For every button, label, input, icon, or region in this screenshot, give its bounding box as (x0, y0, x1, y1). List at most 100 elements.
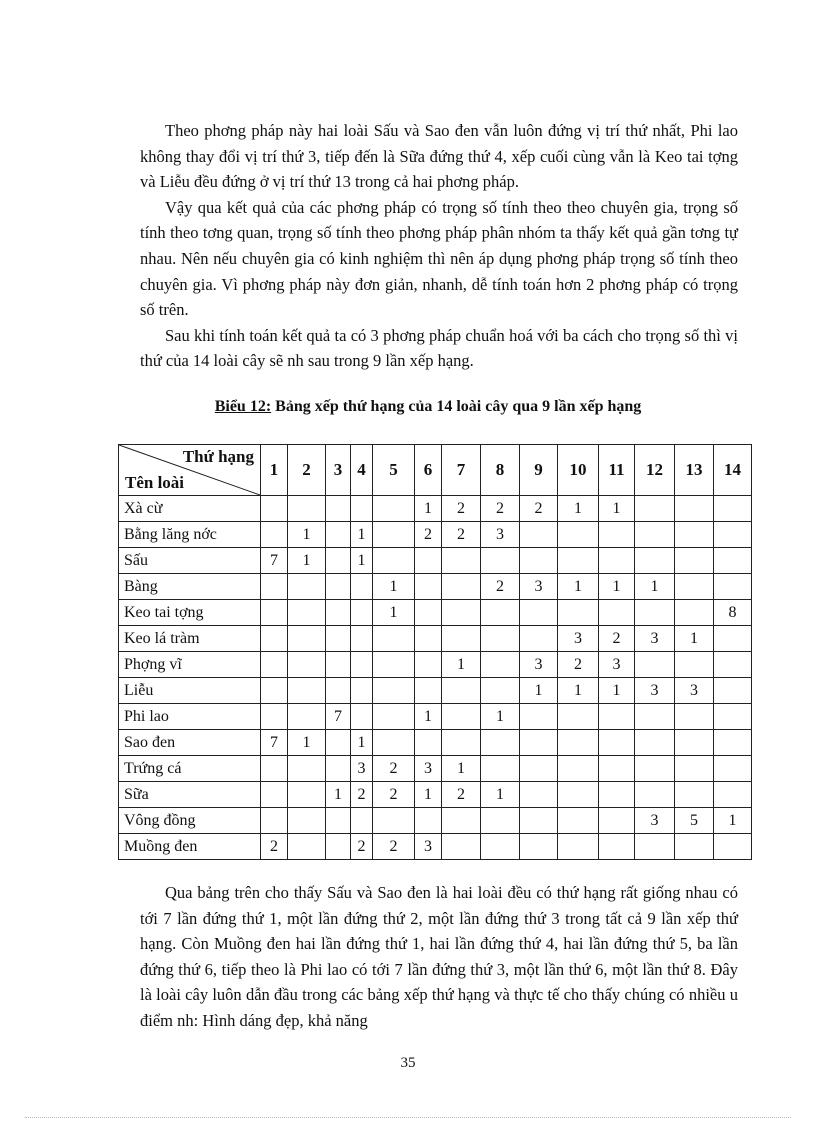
table-row: Vông đồng 3 5 1 (118, 807, 752, 834)
species-name: Xà cừ (118, 495, 261, 522)
rank-count-cell: 3 (519, 651, 558, 678)
rank-count-cell (350, 495, 373, 522)
species-name: Liễu (118, 677, 261, 704)
rank-count-cell (634, 781, 675, 808)
rank-count-cell: 1 (350, 729, 373, 756)
rank-count-cell: 1 (287, 521, 326, 548)
rank-count-cell (634, 729, 675, 756)
rank-count-cell: 1 (519, 677, 558, 704)
rank-count-cell: 2 (372, 781, 415, 808)
rank-count-cell (350, 625, 373, 652)
rank-count-cell (287, 651, 326, 678)
rank-count-cell: 1 (598, 573, 635, 600)
rank-count-cell (634, 651, 675, 678)
rank-count-cell (260, 755, 288, 782)
table-row: Keo tai tợng 1 8 (118, 599, 752, 626)
rank-count-cell: 2 (441, 781, 481, 808)
rank-count-cell: 1 (480, 703, 520, 730)
rank-count-cell (519, 833, 558, 860)
rank-count-cell: 2 (519, 495, 558, 522)
table-row: Keo lá tràm 3 2 3 1 (118, 625, 752, 652)
rank-count-cell (414, 547, 442, 574)
rank-count-cell (557, 547, 599, 574)
rank-count-cell: 1 (414, 781, 442, 808)
rank-count-cell (441, 807, 481, 834)
rank-count-cell (634, 599, 675, 626)
rank-count-cell (713, 755, 752, 782)
rank-count-cell (634, 755, 675, 782)
caption-label: Biểu 12: (214, 398, 272, 415)
rank-count-cell (325, 677, 351, 704)
rank-count-cell (441, 677, 481, 704)
rank-count-cell (441, 547, 481, 574)
rank-count-cell (325, 495, 351, 522)
rank-count-cell (598, 781, 635, 808)
rank-count-cell (713, 573, 752, 600)
table-row: Bằng lăng nớc 1 1 2 2 3 (118, 521, 752, 548)
rank-count-cell (634, 495, 675, 522)
rank-count-cell (350, 599, 373, 626)
rank-count-cell (519, 781, 558, 808)
column-header: 5 (372, 444, 415, 496)
rank-count-cell (325, 651, 351, 678)
rank-count-cell (287, 573, 326, 600)
column-header: 12 (634, 444, 675, 496)
rank-count-cell: 1 (414, 495, 442, 522)
rank-count-cell: 3 (598, 651, 635, 678)
rank-count-cell (372, 703, 415, 730)
rank-count-cell: 1 (287, 547, 326, 574)
rank-count-cell: 2 (260, 833, 288, 860)
header-species: Tên loài (125, 473, 185, 492)
rank-count-cell (414, 625, 442, 652)
rank-count-cell (372, 521, 415, 548)
rank-count-cell (414, 651, 442, 678)
column-header: 9 (519, 444, 558, 496)
rank-count-cell: 2 (350, 833, 373, 860)
rank-count-cell (634, 521, 675, 548)
rank-count-cell (260, 703, 288, 730)
rank-count-cell (414, 729, 442, 756)
rank-count-cell: 2 (372, 755, 415, 782)
rank-count-cell (350, 703, 373, 730)
rank-count-cell (598, 729, 635, 756)
rank-count-cell (414, 677, 442, 704)
rank-count-cell (325, 573, 351, 600)
rank-count-cell (441, 625, 481, 652)
rank-count-cell (634, 833, 675, 860)
rank-count-cell (598, 833, 635, 860)
species-name: Vông đồng (118, 807, 261, 834)
rank-count-cell (480, 625, 520, 652)
species-name: Keo lá tràm (118, 625, 261, 652)
column-header: 11 (598, 444, 635, 496)
rank-count-cell (260, 677, 288, 704)
rank-count-cell (674, 573, 714, 600)
rank-count-cell (441, 833, 481, 860)
rank-count-cell: 8 (713, 599, 752, 626)
rank-count-cell: 7 (260, 547, 288, 574)
rank-count-cell (414, 573, 442, 600)
rank-count-cell (598, 521, 635, 548)
rank-count-cell: 1 (325, 781, 351, 808)
rank-count-cell (598, 547, 635, 574)
rank-count-cell (713, 521, 752, 548)
rank-count-cell (372, 625, 415, 652)
rank-count-cell: 1 (598, 677, 635, 704)
rank-count-cell: 1 (441, 755, 481, 782)
rank-count-cell (441, 573, 481, 600)
rank-count-cell (713, 729, 752, 756)
rank-count-cell: 3 (557, 625, 599, 652)
page-border (25, 1117, 791, 1118)
rank-count-cell: 1 (713, 807, 752, 834)
rank-count-cell (414, 599, 442, 626)
rank-count-cell (674, 521, 714, 548)
rank-count-cell: 1 (557, 677, 599, 704)
rank-count-cell (519, 599, 558, 626)
rank-count-cell: 7 (260, 729, 288, 756)
table-row: Xà cừ 1 2 2 2 1 1 (118, 495, 752, 522)
ranking-table: Thứ hạng Tên loài 1 2 3 4 5 6 7 8 9 10 11 12 13 14 Xà cừ… (118, 444, 752, 860)
caption-text: Bảng xếp thứ hạng của 14 loài cây qua 9 … (271, 398, 642, 415)
species-name: Sữa (118, 781, 261, 808)
rank-count-cell (598, 599, 635, 626)
rank-count-cell: 1 (480, 781, 520, 808)
rank-count-cell: 1 (287, 729, 326, 756)
